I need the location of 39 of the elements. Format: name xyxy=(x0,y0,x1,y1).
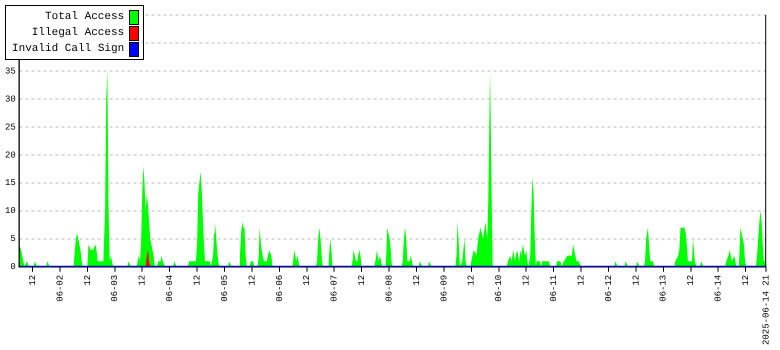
x-tick-label: 06-03 xyxy=(110,274,120,302)
legend-label: Invalid Call Sign xyxy=(12,43,124,55)
x-tick-label: 12 xyxy=(302,274,312,286)
x-tick-label: 06-07 xyxy=(330,274,340,302)
y-tick-label: 15 xyxy=(4,178,16,188)
x-tick-label: 06-06 xyxy=(274,274,285,302)
legend-label: Illegal Access xyxy=(32,27,124,39)
x-tick-label: 06-09 xyxy=(439,274,450,302)
x-tick-label: 12 xyxy=(192,274,202,286)
x-tick-label: 06-11 xyxy=(549,274,560,302)
x-tick-label: 06-10 xyxy=(494,274,504,302)
y-tick-label: 0 xyxy=(10,262,16,272)
x-tick-label: 06-05 xyxy=(220,274,230,302)
y-tick-label: 30 xyxy=(4,94,16,104)
y-tick-label: 25 xyxy=(4,122,16,132)
x-tick-label: 12 xyxy=(631,274,642,286)
x-tick-label: 06-12 xyxy=(604,274,614,302)
x-tick-label: 12 xyxy=(357,274,368,286)
x-tick-label: 12 xyxy=(82,274,93,286)
x-tick-label: 06-02 xyxy=(55,274,66,302)
legend-label: Total Access xyxy=(45,11,124,23)
x-tick-label: 06-14 xyxy=(714,274,724,302)
x-tick-label: 06-04 xyxy=(165,274,176,302)
x-tick-label: 12 xyxy=(138,274,148,286)
x-tick-label: 12 xyxy=(412,274,422,286)
y-tick-label: 20 xyxy=(4,150,16,160)
x-tick-label: 12 xyxy=(28,274,38,286)
x-tick-label: 12 xyxy=(522,274,532,286)
y-tick-label: 5 xyxy=(10,234,16,244)
y-tick-label: 35 xyxy=(4,66,16,76)
x-tick-label: 06-08 xyxy=(384,274,394,302)
x-tick-label: 12 xyxy=(741,274,752,286)
x-tick-label: 2025-06-14 21 xyxy=(762,274,772,346)
x-tick-label: 12 xyxy=(247,274,258,286)
x-tick-label: 06-13 xyxy=(658,274,669,302)
x-tick-label: 12 xyxy=(576,274,586,286)
x-tick-label: 12 xyxy=(686,274,696,286)
x-tick-label: 12 xyxy=(466,274,477,286)
y-tick-label: 10 xyxy=(4,206,16,216)
